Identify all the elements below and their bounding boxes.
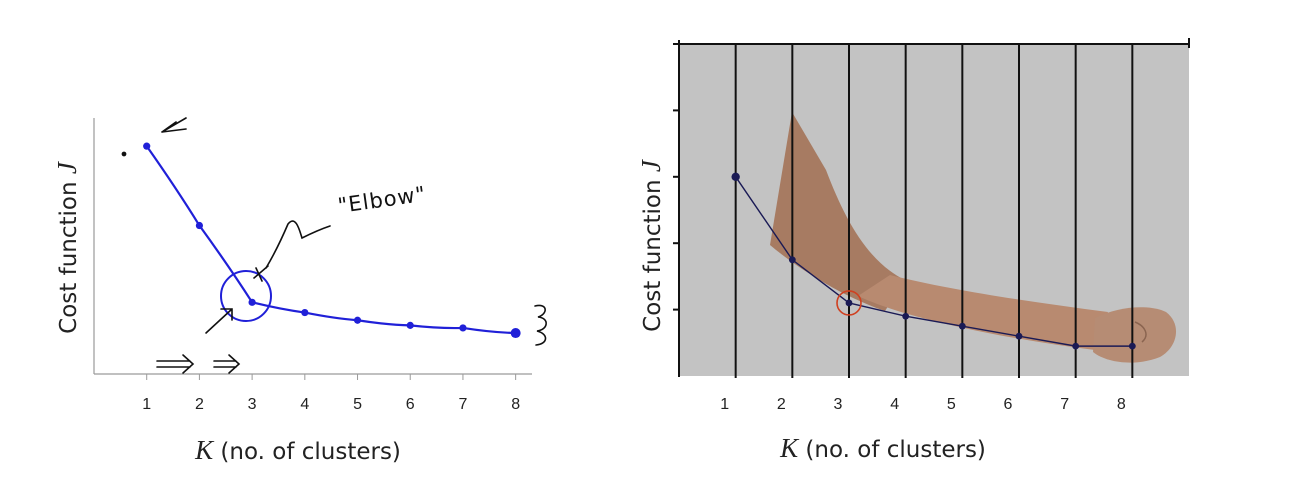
right-x-tick-labels: 1 2 3 4 5 6 7 8 xyxy=(720,396,1126,413)
left-series-line xyxy=(145,145,516,335)
left-data-point xyxy=(459,324,467,332)
right-x-tick-label: 8 xyxy=(1117,396,1126,413)
squiggle-line xyxy=(265,220,331,269)
right-data-point xyxy=(902,312,910,320)
right-series-points xyxy=(731,172,1136,350)
right-data-point xyxy=(788,256,796,264)
arm-image xyxy=(770,112,1177,363)
right-series-line xyxy=(735,176,1133,347)
left-data-point xyxy=(510,328,521,339)
right-data-point xyxy=(1128,342,1136,350)
left-data-point xyxy=(143,142,151,150)
right-y-ticks xyxy=(673,43,680,311)
left-x-tick-label: 2 xyxy=(195,396,204,413)
right-x-tick-label: 7 xyxy=(1060,396,1069,413)
left-x-tick-labels: 1 2 3 4 5 6 7 8 xyxy=(142,396,520,413)
left-data-point xyxy=(406,321,414,329)
arrow-right-1 xyxy=(156,354,195,374)
dot-mark xyxy=(121,151,127,157)
right-data-point xyxy=(731,172,740,181)
left-x-ticks xyxy=(146,374,517,380)
handwritten-annotations xyxy=(121,117,547,374)
hand xyxy=(1093,307,1177,363)
left-x-tick-label: 6 xyxy=(406,396,415,413)
left-x-tick-label: 4 xyxy=(300,396,309,413)
right-vertical-grid xyxy=(734,44,1134,378)
left-x-tick-label: 8 xyxy=(511,396,520,413)
elbow-annotation: "Elbow" xyxy=(336,182,427,218)
arrow-right-2 xyxy=(213,354,241,374)
left-data-point xyxy=(301,308,309,317)
fist-detail xyxy=(1134,321,1147,343)
left-x-tick-label: 5 xyxy=(353,396,362,413)
left-x-tick-label: 3 xyxy=(248,396,257,413)
right-data-point xyxy=(1015,332,1023,340)
left-x-tick-label: 7 xyxy=(458,396,467,413)
scribble-right xyxy=(534,304,547,346)
left-data-point xyxy=(195,221,204,230)
left-series-points xyxy=(143,142,521,339)
right-data-point xyxy=(1072,342,1080,350)
left-chart: 1 2 3 4 5 6 7 8 "Elbow" Cost function J K (no. … xyxy=(52,117,547,465)
right-x-tick-label: 4 xyxy=(890,396,899,413)
left-y-axis-label: Cost function J xyxy=(52,160,82,334)
right-chart: 1 2 3 4 5 6 7 8 Cost function J K (no. of clust… xyxy=(636,38,1190,463)
right-x-tick-label: 5 xyxy=(947,396,956,413)
elbow-highlight-circle xyxy=(836,290,862,316)
right-x-tick-label: 3 xyxy=(834,396,843,413)
right-data-point xyxy=(958,322,966,330)
right-x-axis-label: K (no. of clusters) xyxy=(779,433,986,463)
left-x-axis-label: K (no. of clusters) xyxy=(194,435,401,465)
elbow-circle xyxy=(220,270,272,322)
left-data-point xyxy=(353,316,362,324)
arrow-elbow-lower xyxy=(205,308,233,334)
right-data-point xyxy=(845,299,853,307)
right-x-tick-label: 6 xyxy=(1004,396,1013,413)
left-x-tick-label: 1 xyxy=(142,396,151,413)
arrow-top-left xyxy=(161,117,187,133)
upper-arm xyxy=(770,112,905,311)
right-x-tick-label: 1 xyxy=(720,396,729,413)
right-x-tick-label: 2 xyxy=(777,396,786,413)
left-data-point xyxy=(248,298,256,306)
right-y-axis-label: Cost function J xyxy=(636,158,666,332)
forearm xyxy=(858,275,1108,350)
